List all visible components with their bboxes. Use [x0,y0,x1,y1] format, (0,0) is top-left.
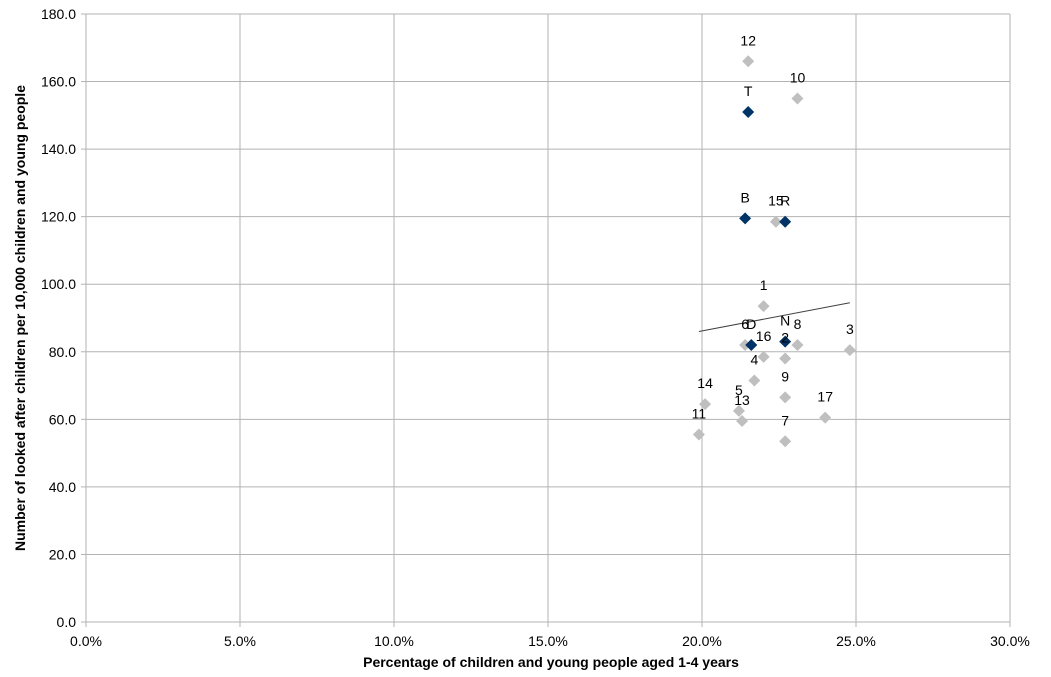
highlight-point-T [742,105,755,118]
x-tick-label: 25.0% [836,633,876,649]
point-label-12: 12 [740,32,756,48]
point-label-2: 2 [781,330,789,346]
point-label-16: 16 [756,328,772,344]
trendline-group [698,302,850,333]
point-label-10: 10 [790,69,806,85]
point-label-5: 5 [735,382,743,398]
grey-point-1 [757,300,770,313]
grey-point-12 [742,55,755,68]
grey-point-11 [692,428,705,441]
point-label-7: 7 [781,412,789,428]
grey-point-10 [791,92,804,105]
grey-point-3 [843,344,856,357]
highlight-point-B [739,212,752,225]
x-tick-label: 10.0% [374,633,414,649]
y-tick-label: 20.0 [49,546,76,562]
highlight-point-D [745,339,758,352]
highlight-point-N [779,335,792,348]
grey-point-4 [748,374,761,387]
y-tick-label: 180.0 [41,6,76,22]
point-label-17: 17 [817,389,833,405]
point-label-4: 4 [750,351,758,367]
point-label-T: T [744,83,753,99]
point-label-8: 8 [794,316,802,332]
grey-point-2 [779,352,792,365]
x-tick-label: 0.0% [70,633,102,649]
y-tick-label: 120.0 [41,209,76,225]
grey-point-13 [736,415,749,428]
y-axis-title: Number of looked after children per 10,0… [12,85,28,551]
y-tick-label: 40.0 [49,479,76,495]
point-label-R: R [780,193,790,209]
y-tick-label: 60.0 [49,411,76,427]
point-label-15: 15 [768,193,784,209]
point-label-11: 11 [692,406,707,422]
highlight-point-R [779,215,792,228]
grey-point-14 [699,398,712,411]
grey-point-15 [769,215,782,228]
y-tick-label: 140.0 [41,141,76,157]
x-tick-label: 30.0% [990,633,1030,649]
point-label-B: B [740,189,749,205]
point-label-13: 13 [734,392,750,408]
grey-point-16 [757,350,770,363]
grey-point-9 [779,391,792,404]
y-tick-label: 160.0 [41,74,76,90]
point-label-9: 9 [781,368,789,384]
grey-point-5 [732,404,745,417]
data-points [692,55,856,448]
grey-point-7 [779,435,792,448]
x-axis-title: Percentage of children and young people … [363,654,739,670]
point-label-D: D [746,316,756,332]
x-tick-label: 20.0% [682,633,722,649]
point-label-6: 6 [741,316,749,332]
y-tick-label: 100.0 [41,276,76,292]
x-axis-ticks: 0.0% 5.0% 10.0% 15.0% 20.0% 25.0% 30.0% [70,633,1030,649]
point-label-14: 14 [697,375,713,391]
y-tick-label: 0.0 [57,614,77,630]
y-axis-ticks: 0.0 20.0 40.0 60.0 80.0 100.0 120.0 140.0 160.0 1… [41,6,76,630]
grey-point-17 [819,411,832,424]
grey-point-6 [739,339,752,352]
x-tick-label: 15.0% [528,633,568,649]
y-tick-label: 80.0 [49,344,76,360]
point-label-3: 3 [846,321,854,337]
grey-point-8 [791,339,804,352]
point-label-1: 1 [760,277,768,293]
gridlines [81,13,1011,627]
x-tick-label: 5.0% [224,633,256,649]
trendline [698,302,850,333]
point-label-N: N [780,313,790,329]
